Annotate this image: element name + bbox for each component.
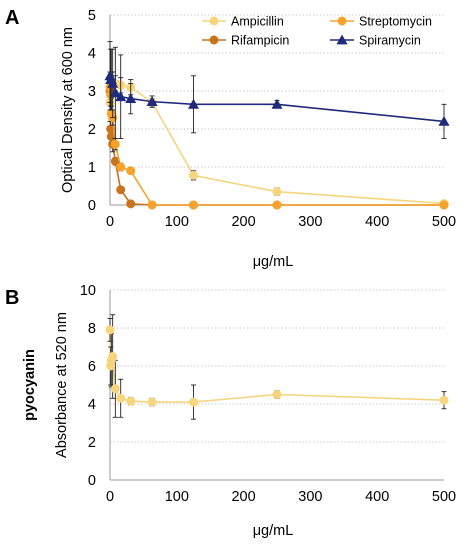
streptomycin-point bbox=[272, 200, 282, 210]
legend-item-rifampicin: Rifampicin bbox=[202, 34, 289, 48]
y-tick-label: 8 bbox=[88, 321, 96, 337]
x-tick-label: 300 bbox=[298, 214, 322, 230]
streptomycin-point bbox=[439, 200, 449, 210]
legend-label: Streptomycin bbox=[359, 15, 432, 29]
panel-b: B pyocyanin Absorbance at 520 nm μg/mL 0… bbox=[5, 283, 456, 539]
spiramycin-point bbox=[438, 115, 450, 126]
spiramycin-point bbox=[115, 91, 127, 102]
ampicillin-point bbox=[272, 187, 282, 197]
spiramycin-point bbox=[146, 96, 158, 107]
series-0-point bbox=[439, 395, 449, 405]
spiramycin-point bbox=[271, 98, 283, 109]
y-tick-label: 1 bbox=[88, 160, 96, 176]
series-0-point bbox=[126, 396, 136, 406]
legend-item-streptomycin: Streptomycin bbox=[330, 15, 432, 29]
panel-a-y-axis-title: Optical Density at 600 nm bbox=[60, 27, 76, 193]
legend-label: Spiramycin bbox=[359, 34, 421, 48]
series-0-point bbox=[147, 397, 157, 407]
x-tick-label: 100 bbox=[165, 489, 189, 505]
panel-b-label: B bbox=[5, 287, 19, 309]
y-tick-label: 10 bbox=[80, 283, 96, 299]
rifampicin-point bbox=[116, 185, 126, 195]
x-tick-label: 500 bbox=[432, 214, 456, 230]
series-0-point bbox=[110, 384, 120, 394]
x-tick-label: 300 bbox=[298, 489, 322, 505]
legend-swatch-marker bbox=[337, 16, 347, 26]
panel-b-grid bbox=[110, 289, 444, 443]
y-tick-label: 4 bbox=[88, 397, 96, 413]
x-tick-label: 200 bbox=[231, 214, 255, 230]
series-0-point bbox=[116, 393, 126, 403]
y-tick-label: 6 bbox=[88, 359, 96, 375]
panel-b-y-axis-title: Absorbance at 520 nm bbox=[54, 312, 70, 458]
series-0-point bbox=[105, 325, 115, 335]
panel-a-ticks: 0 1 2 3 4 5 0 100 200 300 400 500 bbox=[88, 8, 456, 230]
legend-item-spiramycin: Spiramycin bbox=[330, 34, 421, 48]
spiramycin-line bbox=[109, 75, 445, 123]
x-tick-label: 400 bbox=[365, 214, 389, 230]
panel-a-legend: Ampicillin Streptomycin Rifampicin Spiramyc… bbox=[202, 15, 432, 48]
streptomycin-point bbox=[147, 200, 157, 210]
ampicillin-point bbox=[189, 170, 198, 180]
spiramycin-point bbox=[188, 98, 199, 109]
streptomycin-point bbox=[126, 166, 136, 176]
series-0-series bbox=[105, 314, 449, 420]
panel-a-label: A bbox=[5, 7, 19, 29]
y-tick-label: 2 bbox=[88, 122, 96, 138]
rifampicin-point bbox=[126, 199, 136, 209]
spiramycin-point bbox=[109, 87, 121, 98]
x-tick-label: 100 bbox=[165, 214, 189, 230]
x-tick-label: 200 bbox=[231, 489, 255, 505]
ampicillin-series bbox=[105, 71, 449, 208]
legend-swatch-marker bbox=[336, 34, 348, 45]
series-0-point bbox=[272, 390, 282, 399]
panel-b-x-axis-title: μg/mL bbox=[253, 523, 294, 539]
x-tick-label: 0 bbox=[106, 489, 114, 505]
panel-b-y-axis-title-bold: pyocyanin bbox=[22, 349, 38, 421]
x-tick-label: 400 bbox=[365, 489, 389, 505]
rifampicin-point bbox=[110, 156, 120, 166]
x-tick-label: 0 bbox=[106, 214, 114, 230]
panel-b-axes bbox=[109, 290, 444, 481]
series-0-point bbox=[189, 397, 198, 407]
y-tick-label: 0 bbox=[88, 198, 96, 214]
series-0-point bbox=[108, 352, 118, 361]
legend-swatch-marker bbox=[209, 35, 219, 45]
legend-swatch-marker bbox=[209, 16, 219, 26]
legend-item-ampicillin: Ampicillin bbox=[202, 15, 284, 29]
legend-label: Rifampicin bbox=[231, 34, 289, 48]
y-tick-label: 2 bbox=[88, 435, 96, 451]
streptomycin-point bbox=[110, 139, 120, 149]
spiramycin-point bbox=[107, 77, 119, 88]
legend-label: Ampicillin bbox=[231, 15, 284, 29]
spiramycin-point bbox=[125, 93, 137, 103]
y-tick-label: 3 bbox=[88, 84, 96, 100]
panel-a: A Optical Density at 600 nm μg/mL 0 1 2 3 4 5… bbox=[5, 7, 456, 270]
y-tick-label: 5 bbox=[88, 8, 96, 24]
streptomycin-point bbox=[189, 200, 198, 210]
spiramycin-series bbox=[104, 41, 450, 139]
panel-a-series bbox=[104, 41, 450, 210]
x-tick-label: 500 bbox=[432, 489, 456, 505]
y-tick-label: 4 bbox=[88, 46, 96, 62]
panel-a-x-axis-title: μg/mL bbox=[253, 254, 294, 270]
panel-b-series bbox=[105, 314, 449, 420]
streptomycin-point bbox=[116, 162, 126, 172]
y-tick-label: 0 bbox=[88, 473, 96, 489]
